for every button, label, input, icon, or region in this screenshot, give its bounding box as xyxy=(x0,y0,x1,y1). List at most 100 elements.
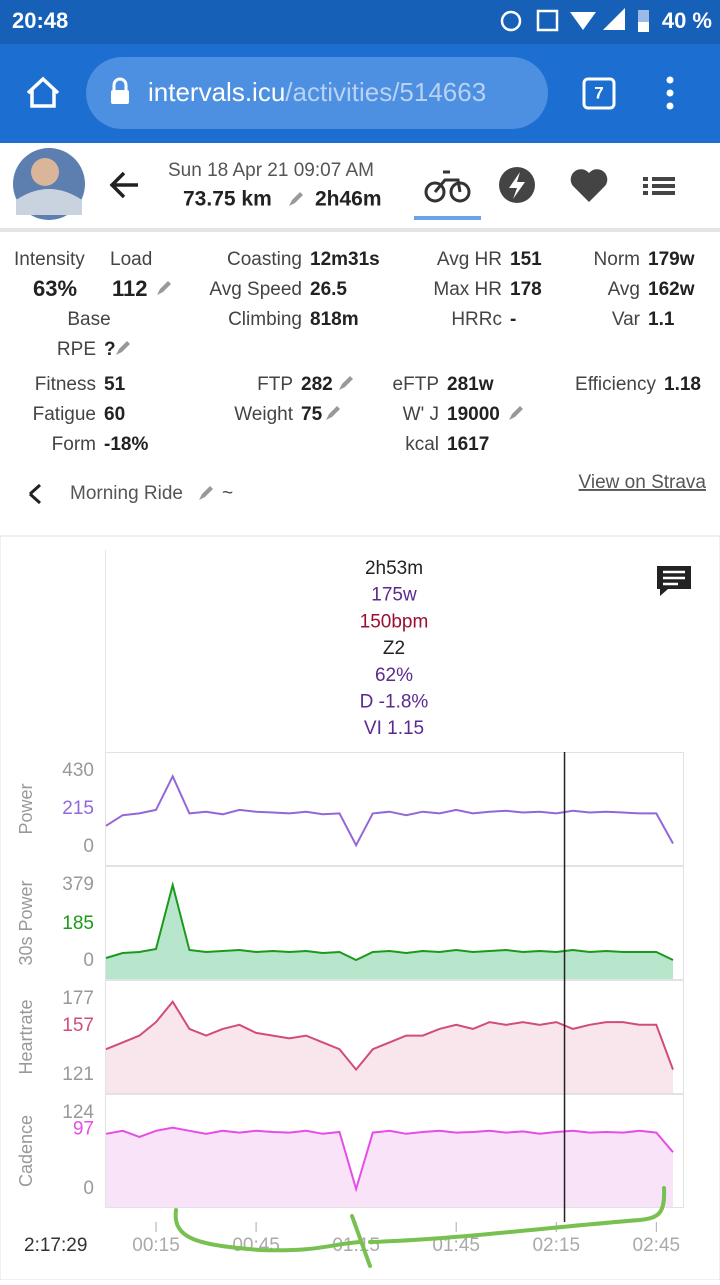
ride-tab[interactable] xyxy=(424,170,471,203)
stat-label: kcal xyxy=(405,434,439,455)
stat-value: 19000 xyxy=(447,404,500,425)
summary-line: Z2 xyxy=(383,638,405,659)
stat-value: 1.1 xyxy=(648,309,675,330)
stat-value: 26.5 xyxy=(310,279,347,300)
intensity-label: Intensity xyxy=(14,249,85,270)
battery-level xyxy=(638,22,649,32)
y-tick-label: 430 xyxy=(62,760,94,781)
line xyxy=(105,1126,674,1193)
url: intervals.icu/activities/514663 xyxy=(148,77,486,107)
stat-value: 162w xyxy=(648,279,695,300)
stat-value: 178 xyxy=(510,279,542,300)
edit-icon xyxy=(157,281,171,295)
edit-icon xyxy=(326,406,340,420)
summary-line: VI 1.15 xyxy=(364,718,424,739)
summary-line: 2h53m xyxy=(365,558,423,579)
summary-line: 62% xyxy=(375,665,413,686)
axis-title: Cadence xyxy=(16,1115,36,1187)
load-label: Load xyxy=(110,249,152,270)
y-tick-label: 0 xyxy=(83,836,94,857)
intensity-value: 63% xyxy=(33,276,77,301)
stat-value: 51 xyxy=(104,374,126,395)
stat-label: Weight xyxy=(234,404,294,425)
stat-label: Norm xyxy=(594,249,640,270)
activity-date: Sun 18 Apr 21 09:07 AM xyxy=(168,160,374,181)
strava-link[interactable]: View on Strava xyxy=(579,472,707,493)
stat-value: 1.18 xyxy=(664,374,701,395)
notes-lines xyxy=(663,570,685,586)
summary-line: 175w xyxy=(371,585,417,606)
edit-icon xyxy=(339,376,353,390)
stat-label: Efficiency xyxy=(575,374,656,395)
x-tick-label: 01:15 xyxy=(332,1235,380,1256)
x-tick-label: 01:45 xyxy=(432,1235,480,1256)
y-tick-label: 185 xyxy=(62,913,94,934)
heart-tab[interactable] xyxy=(570,169,608,202)
stat-value: 60 xyxy=(104,404,125,425)
stat-value: 818m xyxy=(310,309,359,330)
line xyxy=(105,881,674,962)
stat-value: 1617 xyxy=(447,434,489,455)
stat-label: FTP xyxy=(257,374,293,395)
stat-value: 179w xyxy=(648,249,695,270)
summary-line: 150bpm xyxy=(360,611,429,632)
y-tick-label: 121 xyxy=(62,1064,94,1085)
url-path: /activities/514663 xyxy=(285,77,486,107)
tab-underline xyxy=(414,216,481,220)
x-tick-label: 02:45 xyxy=(633,1235,681,1256)
lightning-icon xyxy=(509,172,525,199)
stat-value: - xyxy=(510,309,516,330)
distance: 73.75 km xyxy=(183,188,272,211)
line xyxy=(105,999,674,1072)
edit-icon xyxy=(199,486,213,500)
area xyxy=(106,1127,673,1207)
activity-name[interactable]: Morning Ride xyxy=(70,483,183,504)
load-value: 112 xyxy=(112,276,148,301)
stat-value: 281w xyxy=(447,374,494,395)
stat-label: Avg HR xyxy=(437,249,502,270)
user-drawing xyxy=(173,1186,667,1268)
edit-icon xyxy=(509,406,523,420)
stat-value: 151 xyxy=(510,249,542,270)
edit-icon xyxy=(289,192,303,206)
y-tick-label: 0 xyxy=(83,1178,94,1199)
cursor-label: 2:17:29 xyxy=(24,1235,87,1256)
stat-label: Avg Speed xyxy=(209,279,302,300)
stat-label: Fitness xyxy=(35,374,96,395)
home-button[interactable] xyxy=(26,76,60,108)
stat-label: Var xyxy=(612,309,641,330)
stat-label: Fatigue xyxy=(33,404,96,425)
stat-label: HRRc xyxy=(451,309,502,330)
stat-label: Form xyxy=(52,434,96,455)
tabs-button[interactable] xyxy=(582,77,616,110)
notes-button[interactable] xyxy=(657,566,691,596)
area xyxy=(106,776,673,865)
menu-button[interactable] xyxy=(666,76,674,110)
base-label: Base xyxy=(67,309,110,330)
back-button[interactable] xyxy=(109,171,138,199)
lock-icon xyxy=(111,90,129,104)
edit-icon xyxy=(116,341,130,355)
line xyxy=(105,773,674,848)
stat-value: 282 xyxy=(301,374,333,395)
lock-shackle xyxy=(112,77,128,90)
alarm-icon xyxy=(500,10,522,32)
y-tick-label: 157 xyxy=(62,1015,94,1036)
avatar-face xyxy=(31,158,59,186)
address-bar[interactable] xyxy=(86,57,548,129)
activity-header xyxy=(0,143,720,229)
area xyxy=(106,1001,673,1093)
stat-value: -18% xyxy=(104,434,148,455)
clock: 20:48 xyxy=(12,8,68,33)
list-tab[interactable] xyxy=(643,177,675,195)
battery-icon xyxy=(638,10,649,32)
axis-title: Power xyxy=(16,783,36,834)
prev-activity[interactable] xyxy=(28,483,42,505)
x-tick-label: 00:45 xyxy=(232,1235,280,1256)
area xyxy=(106,885,673,979)
stat-label: Coasting xyxy=(227,249,302,270)
signal-icon xyxy=(603,8,625,30)
stat-label: RPE xyxy=(57,339,96,360)
nfc-icon xyxy=(536,9,559,32)
